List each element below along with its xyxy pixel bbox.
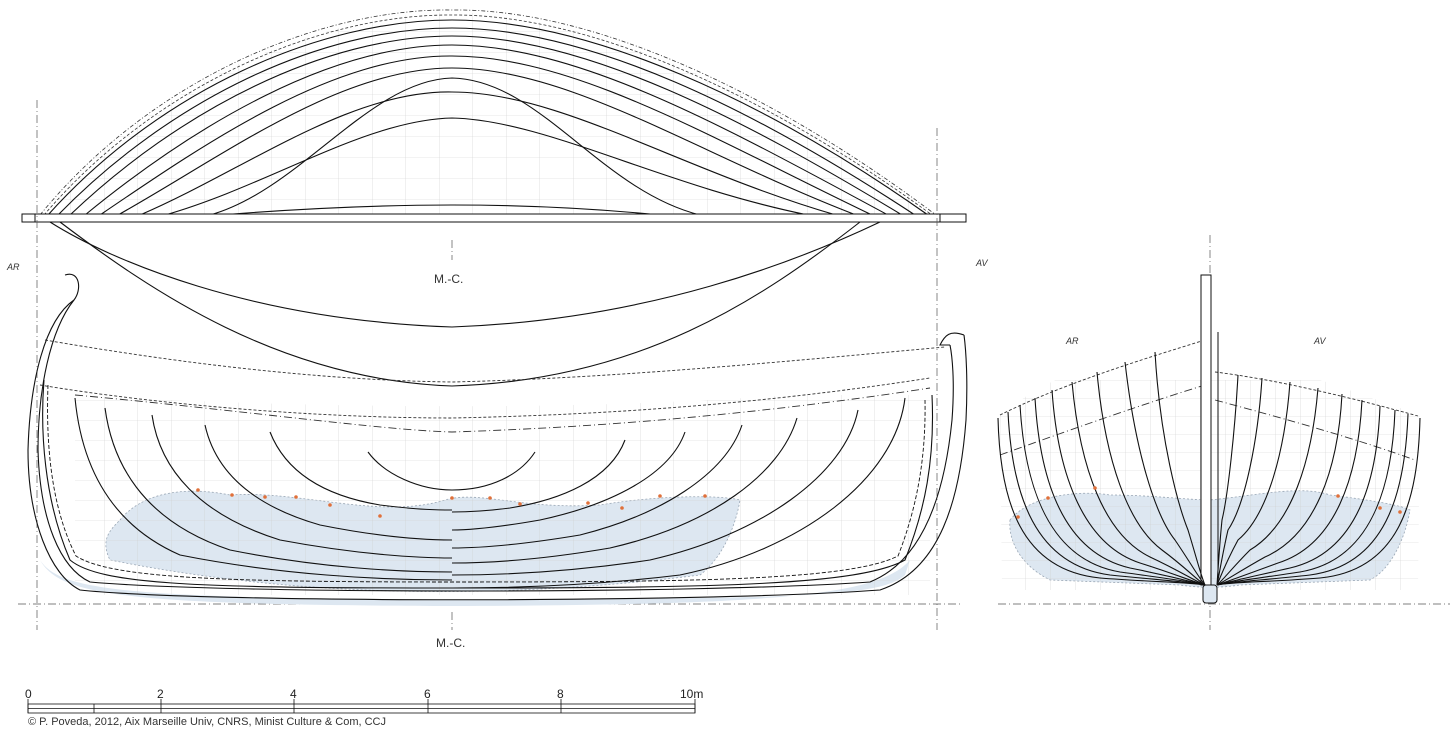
scale-tick-0: 0 <box>25 687 32 701</box>
fore-mark-left: AV <box>976 258 988 268</box>
fastener-marks <box>196 488 707 518</box>
body-plan <box>997 274 1421 604</box>
scale-bar <box>27 699 696 714</box>
copyright-credit: © P. Poveda, 2012, Aix Marseille Univ, C… <box>28 716 386 728</box>
half-breadth-plan <box>21 9 967 223</box>
scale-tick-8: 8 <box>557 687 564 701</box>
scale-tick-2: 2 <box>157 687 164 701</box>
profile-plan <box>27 273 968 606</box>
midship-label-bottom: M.-C. <box>436 636 466 650</box>
scale-tick-10: 10m <box>680 687 704 701</box>
sheer-curves <box>49 221 881 387</box>
scale-tick-4: 4 <box>290 687 297 701</box>
aft-mark-section: AR <box>1066 336 1079 346</box>
midship-label-top: M.-C. <box>434 272 464 286</box>
fore-mark-section: AV <box>1314 336 1326 346</box>
aft-mark-left: AR <box>7 262 20 272</box>
section-fastener-marks <box>1016 486 1402 519</box>
scale-tick-6: 6 <box>424 687 431 701</box>
